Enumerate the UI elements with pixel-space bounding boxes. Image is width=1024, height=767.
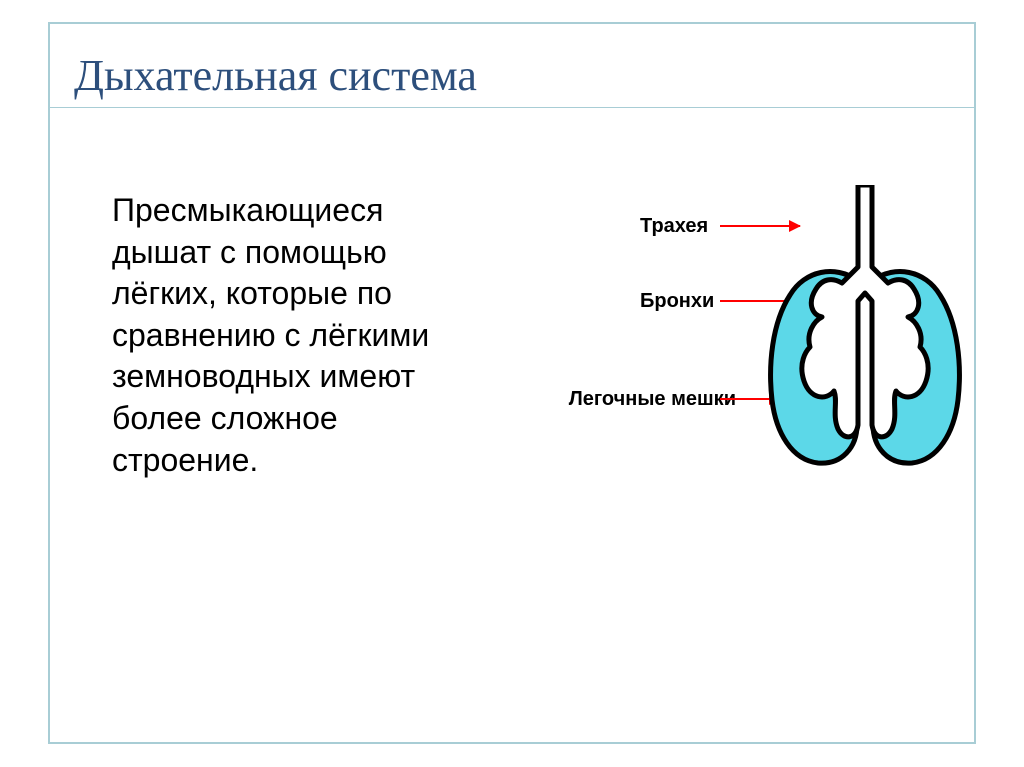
respiratory-diagram: Трахея Бронхи Легочные мешки: [510, 185, 970, 565]
title-underline: Дыхательная система: [48, 50, 976, 108]
lungs-icon: [760, 185, 970, 475]
page-title: Дыхательная система: [48, 50, 976, 101]
label-sacs: Легочные мешки: [536, 388, 736, 411]
label-bronchi: Бронхи: [640, 290, 714, 313]
label-trachea: Трахея: [640, 215, 708, 238]
description-paragraph: Пресмыкающиеся дышат с помощью лёгких, к…: [112, 190, 472, 481]
